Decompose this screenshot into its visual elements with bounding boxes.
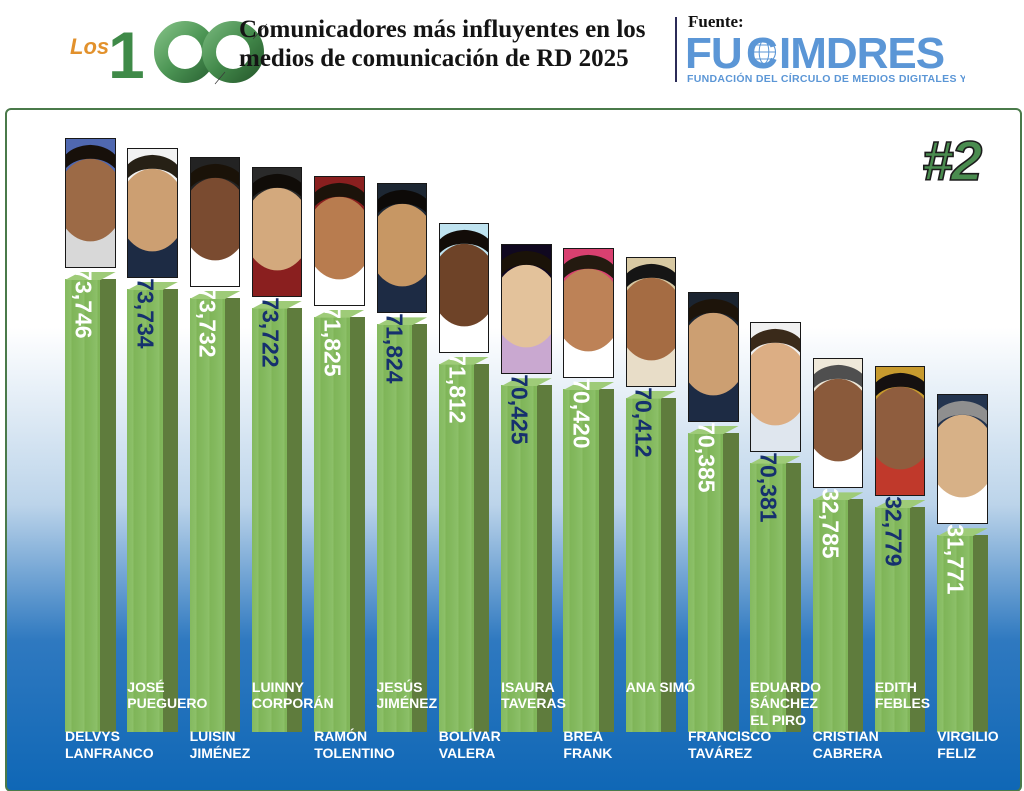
svg-text:FU: FU — [685, 29, 742, 78]
svg-text:C: C — [746, 29, 777, 78]
svg-text:1: 1 — [108, 18, 145, 92]
svg-text:Los: Los — [70, 34, 109, 59]
svg-text:FUNDACIÓN DEL CÍRCULO DE MEDIO: FUNDACIÓN DEL CÍRCULO DE MEDIOS DIGITALE… — [687, 72, 965, 85]
svg-text:IMDRES: IMDRES — [779, 29, 944, 78]
